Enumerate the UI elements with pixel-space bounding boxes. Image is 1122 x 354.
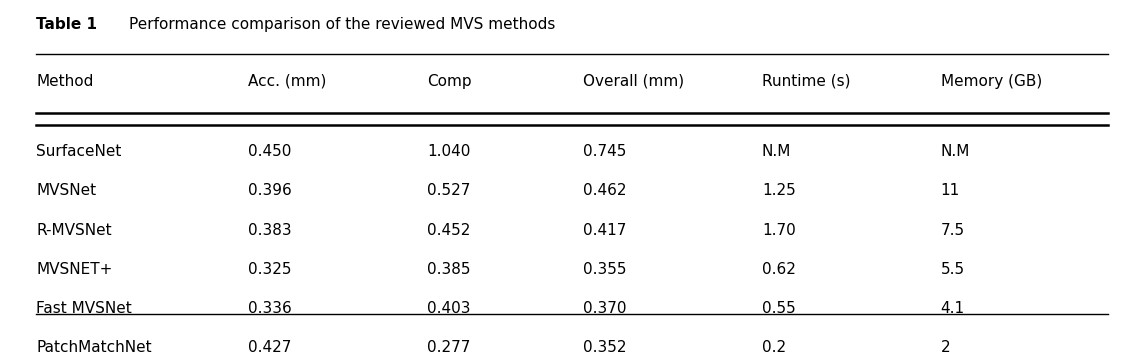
Text: PatchMatchNet: PatchMatchNet xyxy=(36,340,151,354)
Text: 0.417: 0.417 xyxy=(583,223,627,238)
Text: 0.462: 0.462 xyxy=(583,183,627,198)
Text: MVSNet: MVSNet xyxy=(36,183,96,198)
Text: 0.452: 0.452 xyxy=(427,223,470,238)
Text: 7.5: 7.5 xyxy=(940,223,965,238)
Text: 11: 11 xyxy=(940,183,959,198)
Text: 0.527: 0.527 xyxy=(427,183,470,198)
Text: MVSNET+: MVSNET+ xyxy=(36,262,112,276)
Text: Table 1: Table 1 xyxy=(36,17,98,32)
Text: SurfaceNet: SurfaceNet xyxy=(36,144,121,159)
Text: 0.55: 0.55 xyxy=(762,301,795,316)
Text: Performance comparison of the reviewed MVS methods: Performance comparison of the reviewed M… xyxy=(129,17,555,32)
Text: 1.70: 1.70 xyxy=(762,223,795,238)
Text: Acc. (mm): Acc. (mm) xyxy=(248,74,327,89)
Text: 0.2: 0.2 xyxy=(762,340,787,354)
Text: 0.325: 0.325 xyxy=(248,262,292,276)
Text: 0.355: 0.355 xyxy=(583,262,627,276)
Text: 0.277: 0.277 xyxy=(427,340,470,354)
Text: 0.336: 0.336 xyxy=(248,301,292,316)
Text: 0.427: 0.427 xyxy=(248,340,292,354)
Text: 0.745: 0.745 xyxy=(583,144,627,159)
Text: Overall (mm): Overall (mm) xyxy=(583,74,684,89)
Text: 0.370: 0.370 xyxy=(583,301,627,316)
Text: N.M: N.M xyxy=(762,144,791,159)
Text: Fast MVSNet: Fast MVSNet xyxy=(36,301,132,316)
Text: 0.385: 0.385 xyxy=(427,262,470,276)
Text: 0.383: 0.383 xyxy=(248,223,292,238)
Text: 0.403: 0.403 xyxy=(427,301,470,316)
Text: 4.1: 4.1 xyxy=(940,301,965,316)
Text: Memory (GB): Memory (GB) xyxy=(940,74,1042,89)
Text: 1.040: 1.040 xyxy=(427,144,470,159)
Text: 2: 2 xyxy=(940,340,950,354)
Text: 0.396: 0.396 xyxy=(248,183,292,198)
Text: Method: Method xyxy=(36,74,93,89)
Text: 1.25: 1.25 xyxy=(762,183,795,198)
Text: 0.62: 0.62 xyxy=(762,262,795,276)
Text: 0.450: 0.450 xyxy=(248,144,292,159)
Text: 0.352: 0.352 xyxy=(583,340,627,354)
Text: R-MVSNet: R-MVSNet xyxy=(36,223,112,238)
Text: N.M: N.M xyxy=(940,144,969,159)
Text: Runtime (s): Runtime (s) xyxy=(762,74,850,89)
Text: 5.5: 5.5 xyxy=(940,262,965,276)
Text: Comp: Comp xyxy=(427,74,471,89)
